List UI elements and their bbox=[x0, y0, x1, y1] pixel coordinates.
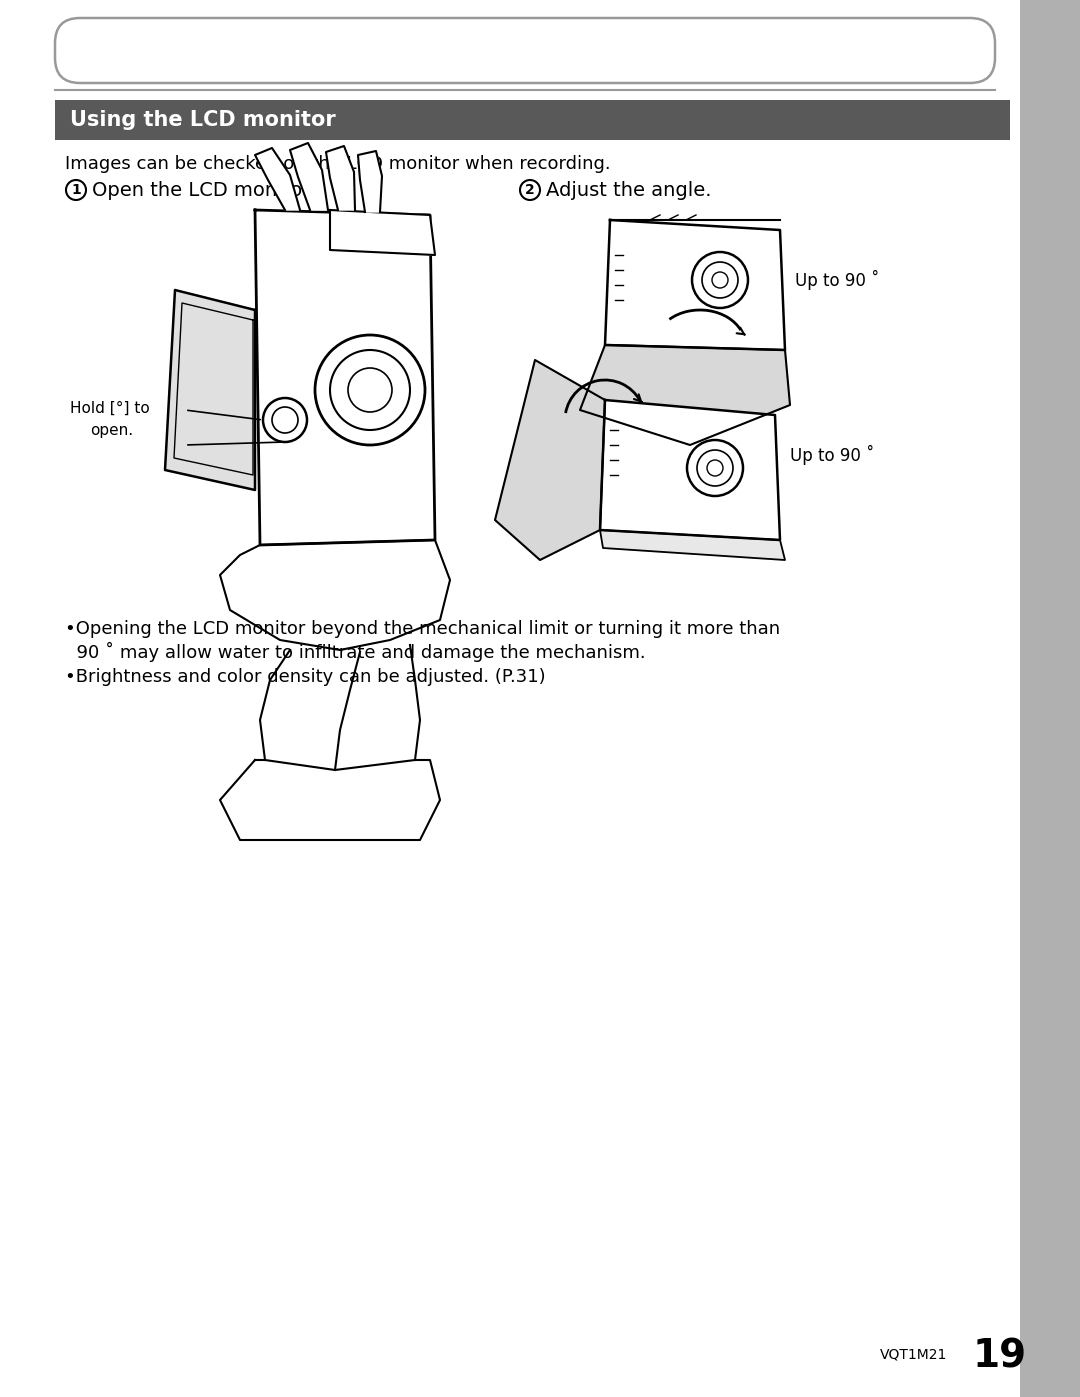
Text: Up to 90 ˚: Up to 90 ˚ bbox=[795, 270, 879, 291]
Text: Using the LCD monitor: Using the LCD monitor bbox=[70, 110, 336, 130]
Polygon shape bbox=[220, 541, 450, 650]
Circle shape bbox=[687, 440, 743, 496]
Polygon shape bbox=[600, 529, 785, 560]
Text: Hold [°] to: Hold [°] to bbox=[70, 401, 150, 415]
Polygon shape bbox=[255, 148, 300, 210]
Polygon shape bbox=[605, 219, 785, 351]
Text: 2: 2 bbox=[525, 183, 535, 197]
FancyBboxPatch shape bbox=[55, 18, 995, 82]
Text: 90 ˚ may allow water to infiltrate and damage the mechanism.: 90 ˚ may allow water to infiltrate and d… bbox=[65, 643, 646, 662]
Polygon shape bbox=[580, 345, 789, 446]
Polygon shape bbox=[291, 142, 328, 210]
Text: VQT1M21: VQT1M21 bbox=[880, 1348, 947, 1362]
Polygon shape bbox=[220, 760, 440, 840]
Polygon shape bbox=[495, 360, 605, 560]
Bar bbox=[55, 101, 1010, 140]
Polygon shape bbox=[165, 291, 255, 490]
Text: open.: open. bbox=[90, 422, 133, 437]
Text: •Brightness and color density can be adjusted. (P.31): •Brightness and color density can be adj… bbox=[65, 668, 545, 686]
Circle shape bbox=[692, 251, 748, 307]
Text: Up to 90 ˚: Up to 90 ˚ bbox=[789, 446, 875, 465]
Text: Adjust the angle.: Adjust the angle. bbox=[546, 180, 712, 200]
Polygon shape bbox=[330, 210, 435, 256]
Text: Images can be checked on the LCD monitor when recording.: Images can be checked on the LCD monitor… bbox=[65, 155, 610, 173]
Circle shape bbox=[264, 398, 307, 441]
Text: •Opening the LCD monitor beyond the mechanical limit or turning it more than: •Opening the LCD monitor beyond the mech… bbox=[65, 620, 780, 638]
Text: 1: 1 bbox=[71, 183, 81, 197]
Circle shape bbox=[315, 335, 426, 446]
Bar bbox=[1020, 0, 1080, 1397]
Text: 19: 19 bbox=[973, 1337, 1027, 1375]
Polygon shape bbox=[357, 151, 382, 212]
Text: Open the LCD monitor.: Open the LCD monitor. bbox=[92, 180, 315, 200]
Polygon shape bbox=[600, 400, 780, 541]
Polygon shape bbox=[326, 147, 355, 210]
Polygon shape bbox=[255, 210, 435, 545]
